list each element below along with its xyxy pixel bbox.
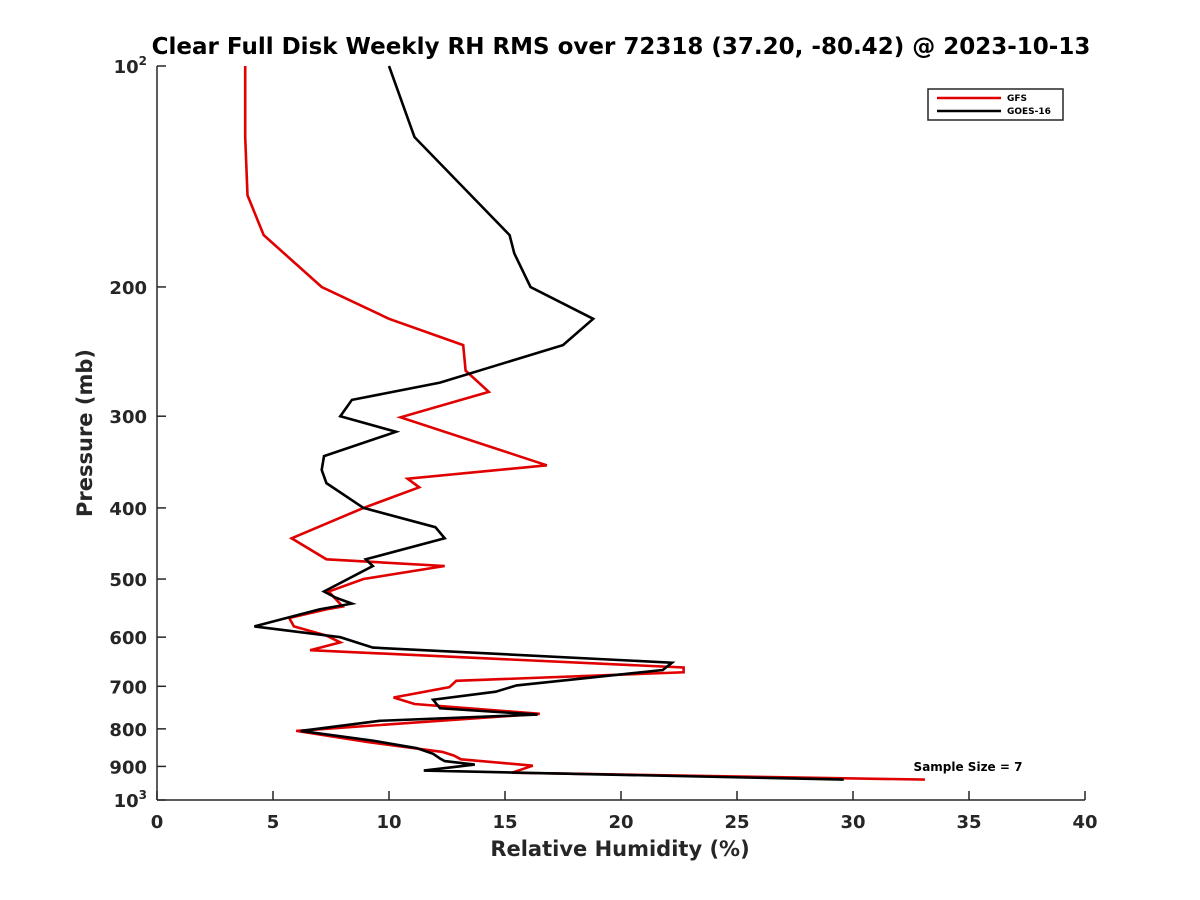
y-tick-label: 600 [109,628,147,649]
axes-layer: 0 5 10 15 20 25 30 35 40 102 200 300 400 500 600 700 800… [109,54,1097,833]
y-tick-label: 700 [109,677,147,698]
legend-label: GOES-16 [1007,107,1051,117]
x-tick-label: 15 [492,812,517,833]
y-tick-label: 400 [109,499,147,520]
x-tick-label: 25 [724,812,749,833]
series-layer [243,65,925,781]
legend-label: GFS [1007,94,1027,104]
legend-box [927,88,1064,121]
y-tick-label: 300 [109,407,147,428]
x-tick-label: 30 [840,812,865,833]
x-tick-label: 35 [956,812,981,833]
x-axis-label: Relative Humidity (%) [490,837,749,861]
y-tick-label: 800 [109,720,147,741]
y-tick-label: 200 [109,278,147,299]
x-tick-label: 20 [608,812,633,833]
y-tick-label: 103 [114,788,147,812]
x-tick-label: 0 [151,812,164,833]
plot-area: 0 5 10 15 20 25 30 35 40 102 200 300 400 500 600 700 800… [109,54,1097,833]
chart-title: Clear Full Disk Weekly RH RMS over 72318… [152,34,1091,60]
sample-size-annotation: Sample Size = 7 [914,760,1023,774]
y-axis-label: Pressure (mb) [73,349,97,517]
series-line-goes-16 [254,65,844,781]
x-tick-label: 40 [1072,812,1097,833]
legend: GFS GOES-16 [927,88,1064,121]
x-tick-label: 5 [267,812,280,833]
y-tick-label: 500 [109,570,147,591]
y-tick-label: 900 [109,757,147,778]
y-tick-label: 102 [114,54,147,78]
x-tick-label: 10 [376,812,401,833]
